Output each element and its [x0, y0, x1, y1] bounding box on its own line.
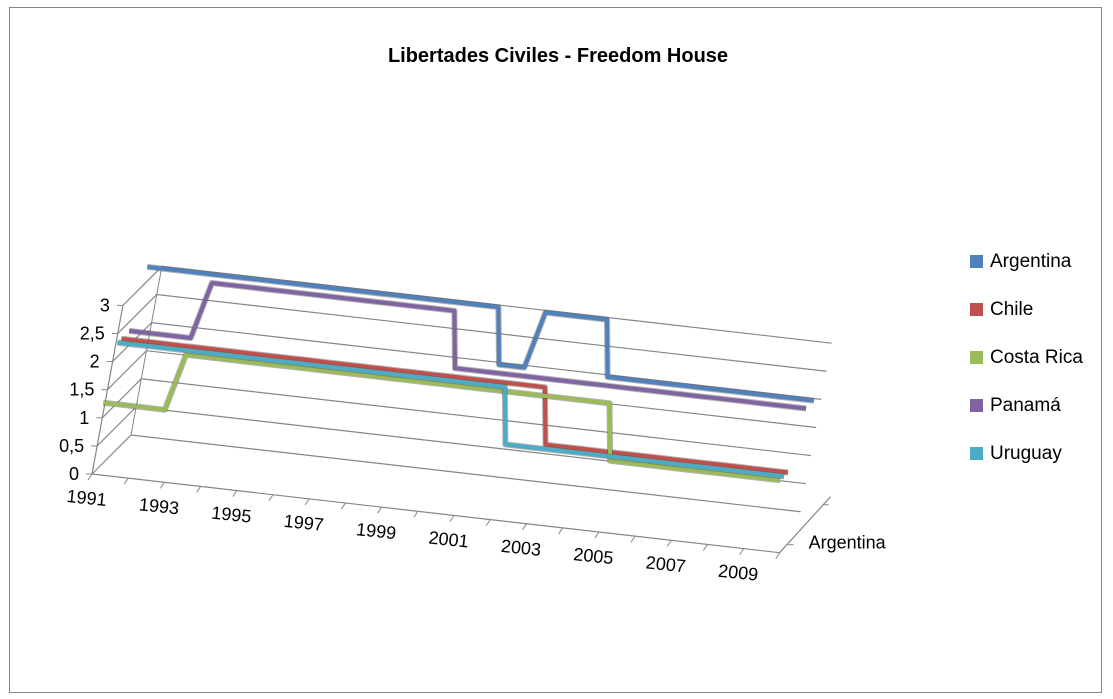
y-tick-label: 1,5	[69, 380, 94, 400]
x-tick-mark	[304, 498, 310, 506]
depth-axis-line	[779, 496, 832, 554]
y-axis-ticks: 0 0,5 1 1,5 2 2,5 3	[59, 295, 110, 484]
x-tick-label: 2005	[572, 544, 614, 568]
series-line-shadow	[117, 339, 785, 480]
x-tick-mark	[702, 544, 708, 551]
series-line	[147, 264, 815, 403]
x-tick-mark	[123, 477, 129, 485]
depth-axis-label: Argentina	[809, 533, 887, 553]
y-tick-label: 0,5	[59, 436, 84, 456]
y-tick-label: 1	[79, 408, 89, 428]
x-axis-line	[91, 473, 780, 554]
x-tick-mark	[413, 511, 419, 518]
x-tick-mark	[340, 502, 346, 510]
legend: Argentina Chile Costa Rica Panamá Uruguay	[970, 251, 1083, 464]
x-tick-mark	[630, 535, 636, 543]
x-axis-ticks: 1991 1993 1995 1997 1999 2001 2003 2005 2007 2009…	[66, 486, 887, 585]
x-tick-mark	[159, 482, 165, 489]
x-tick-mark	[87, 473, 93, 481]
series-line	[128, 281, 807, 411]
y-tick-label: 2	[90, 352, 100, 372]
legend-label: Panamá	[990, 395, 1061, 416]
legend-label: Uruguay	[990, 443, 1062, 464]
legend-label: Chile	[990, 299, 1033, 320]
chart-walls	[86, 265, 832, 560]
x-tick-label: 1991	[66, 486, 108, 510]
series-line	[103, 352, 781, 483]
y-tick-label: 0	[69, 464, 79, 484]
x-tick-label: 2001	[428, 527, 470, 551]
x-tick-mark	[521, 523, 527, 531]
x-tick-label: 2007	[645, 552, 687, 576]
x-tick-mark	[377, 506, 383, 514]
series-line	[121, 336, 789, 475]
x-tick-label: 1995	[210, 503, 252, 527]
series-line	[117, 340, 785, 479]
x-tick-label: 1997	[283, 511, 325, 535]
legend-label: Argentina	[990, 251, 1072, 272]
x-tick-mark	[449, 515, 455, 522]
legend-swatch	[970, 447, 983, 460]
legend-swatch	[970, 399, 983, 412]
x-tick-mark	[594, 531, 600, 539]
x-tick-mark	[268, 494, 274, 502]
x-tick-mark	[775, 552, 781, 560]
chart-title: Libertades Civiles - Freedom House	[388, 45, 728, 67]
x-tick-mark	[232, 490, 238, 497]
y-tick-label: 2,5	[80, 324, 105, 344]
legend-swatch	[970, 255, 983, 268]
x-tick-label: 2003	[500, 536, 542, 560]
chart-frame: Libertades Civiles - Freedom House 0 0,5 1…	[9, 7, 1102, 693]
x-tick-mark	[196, 486, 202, 493]
x-tick-mark	[739, 548, 745, 555]
x-tick-label: 2009	[717, 561, 759, 585]
legend-label: Costa Rica	[990, 347, 1083, 368]
legend-swatch	[970, 351, 983, 364]
y-tick-label: 3	[100, 295, 110, 315]
x-tick-label: 1999	[355, 519, 397, 543]
series-lines	[102, 263, 815, 484]
x-tick-label: 1993	[138, 494, 180, 518]
chart-svg: Libertades Civiles - Freedom House 0 0,5 1…	[59, 45, 1083, 585]
x-tick-mark	[485, 519, 491, 526]
x-tick-mark	[666, 540, 672, 547]
x-tick-mark	[558, 527, 564, 535]
legend-swatch	[970, 303, 983, 316]
